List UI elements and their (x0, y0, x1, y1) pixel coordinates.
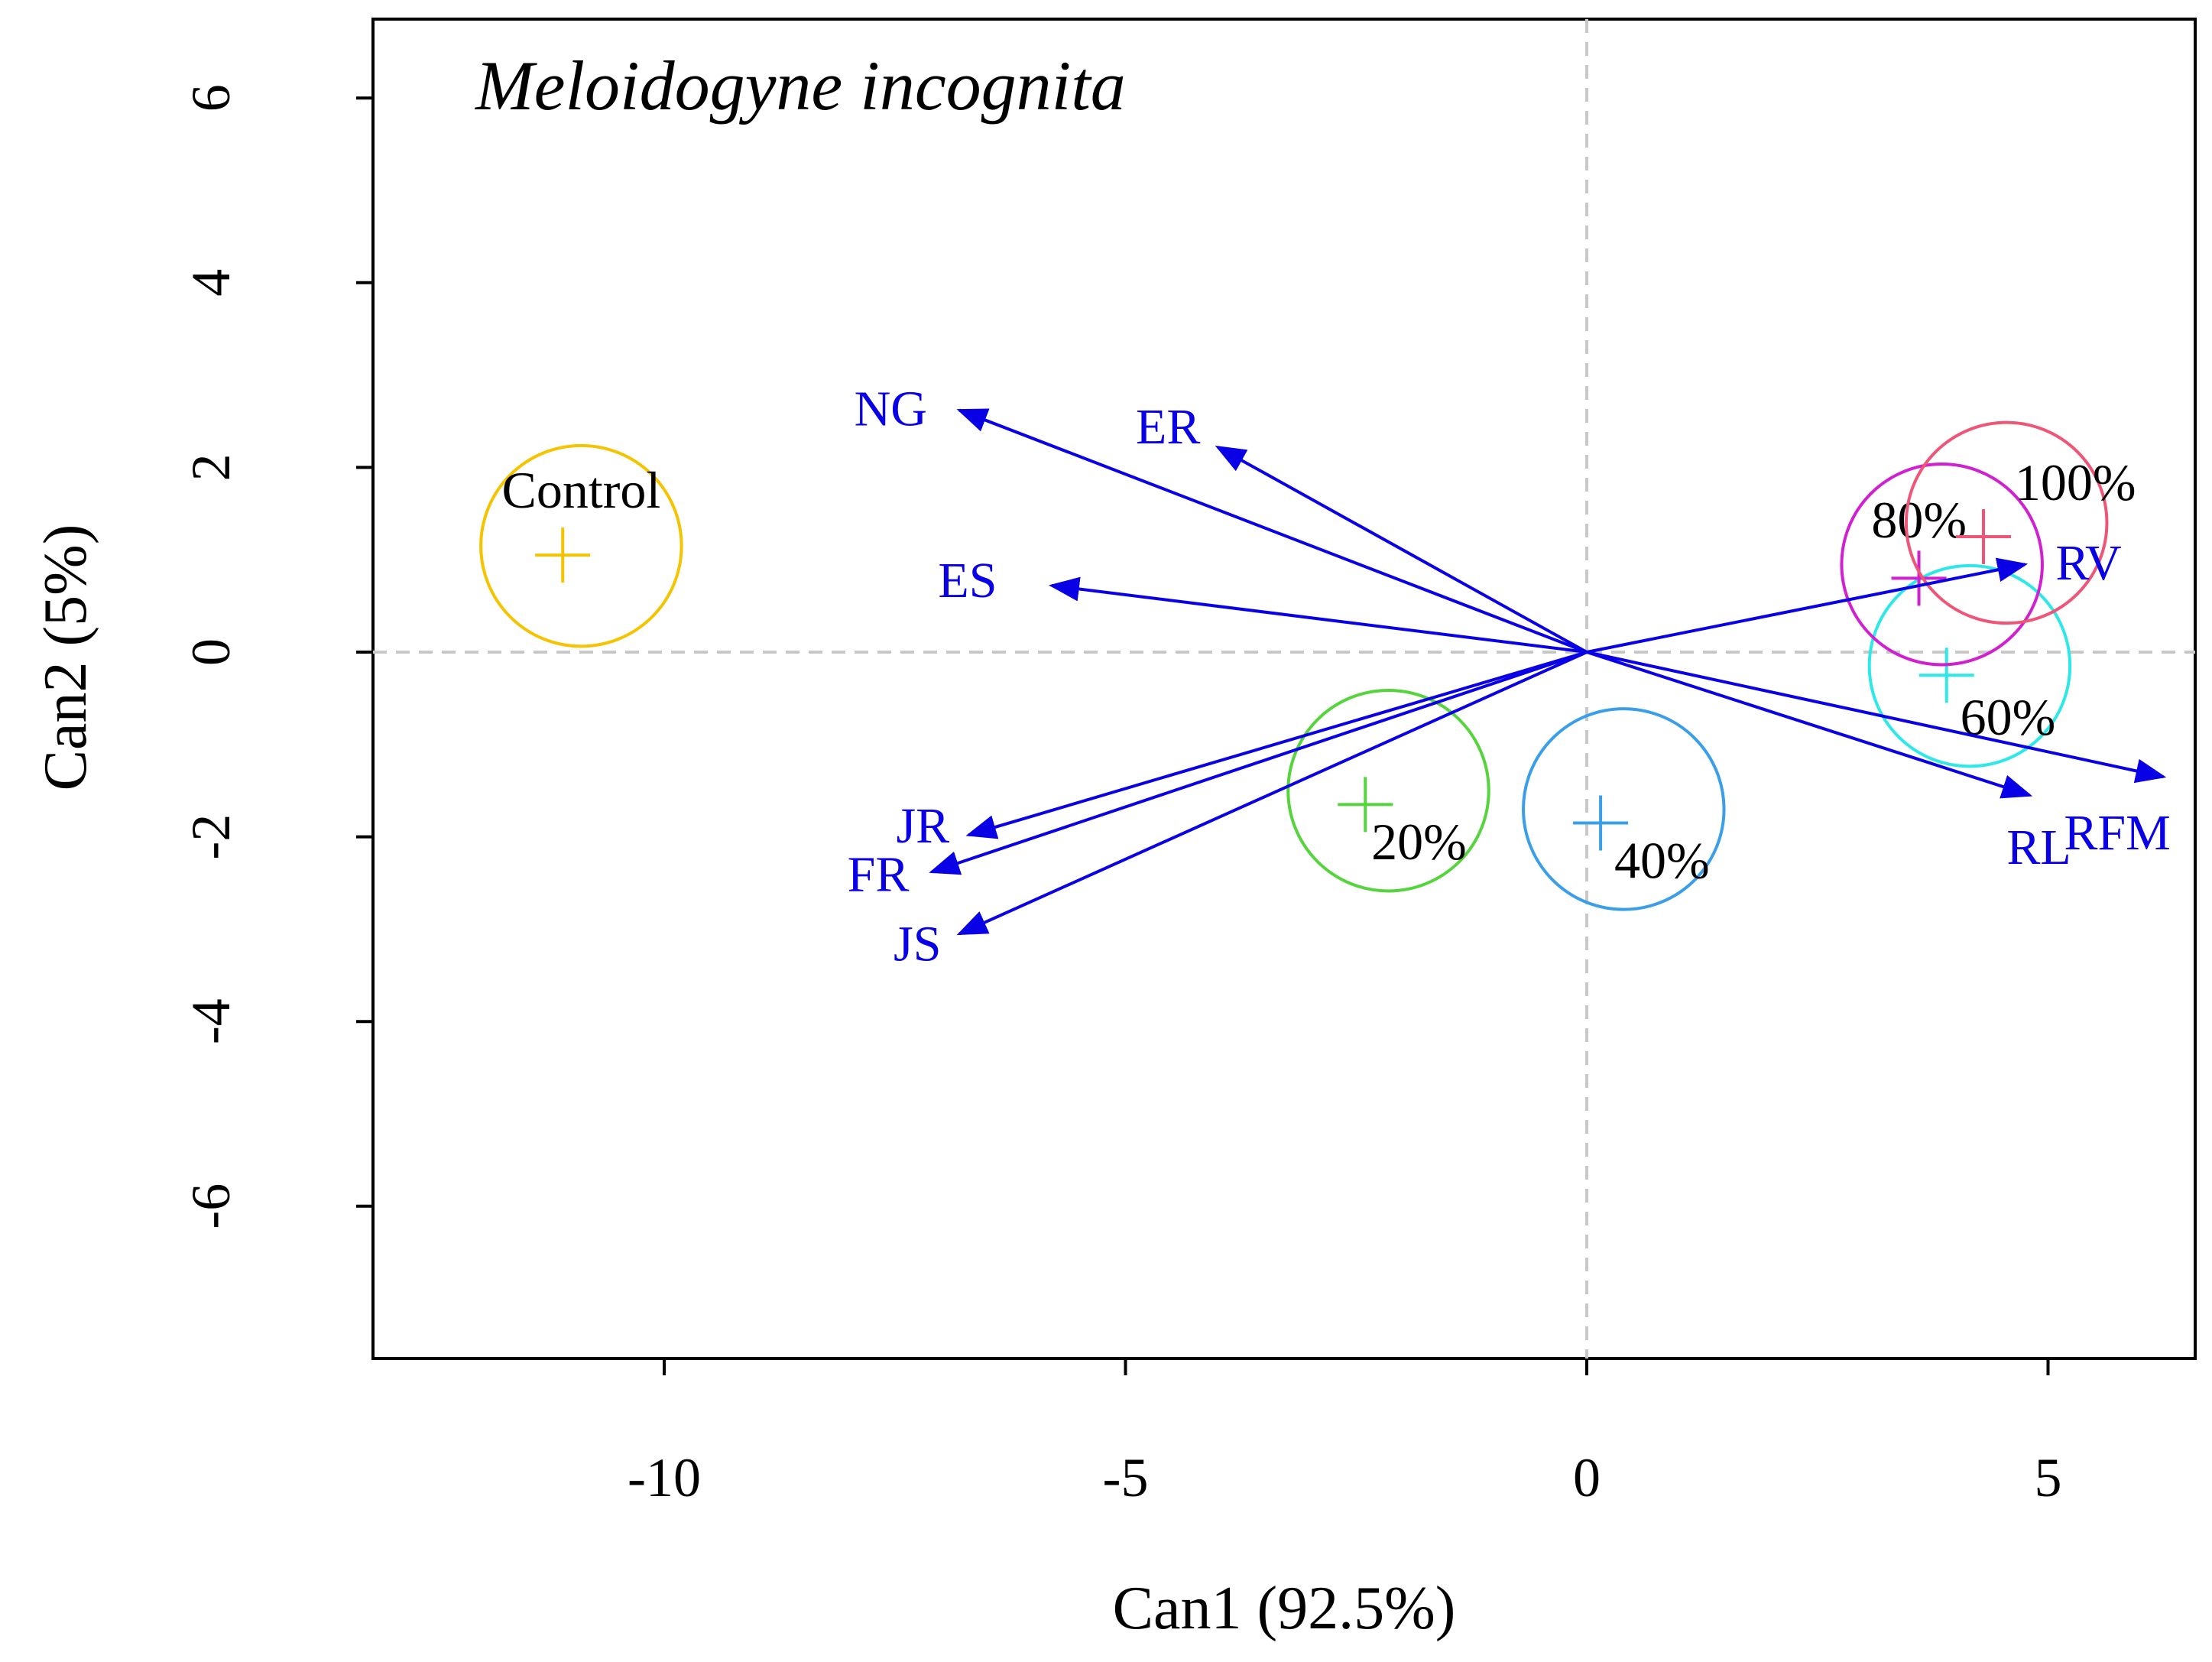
x-axis-title: Can1 (92.5%) (1113, 1575, 1456, 1642)
vector-label: JR (896, 798, 949, 854)
vector-arrow (1215, 445, 1588, 654)
y-tick-label: -2 (180, 814, 242, 860)
vector-label: RL (2006, 820, 2071, 875)
group-ellipse (1904, 420, 2109, 625)
vector-arrow (1586, 651, 2167, 784)
y-tick-label: 6 (180, 84, 242, 112)
plot-frame (371, 18, 2197, 1360)
group-label: 100% (2015, 453, 2136, 511)
y-tick-label: 4 (180, 269, 242, 297)
vector-label: JS (894, 916, 941, 972)
vector-arrow (929, 651, 1588, 875)
plot-title: Meloidogyne incognita (474, 47, 1126, 125)
vector-label: RFM (2064, 805, 2170, 861)
vector-label: NG (855, 381, 927, 437)
vector-arrow (965, 651, 1588, 839)
y-tick-label: 0 (180, 638, 242, 666)
vector-arrow (1586, 557, 2029, 654)
reference-lines (373, 19, 2195, 1358)
x-axis-ticks: -10 -5 0 5 (628, 1358, 2062, 1508)
x-tick-label: 0 (1573, 1447, 1601, 1508)
group-label: 40% (1614, 831, 1710, 889)
group-ellipse (1867, 563, 2072, 768)
vector-arrow (1586, 651, 2033, 799)
y-tick-label: 2 (180, 453, 242, 481)
vector-label: RV (2055, 535, 2121, 591)
x-tick-label: -5 (1103, 1447, 1149, 1508)
group-ellipse (479, 443, 683, 648)
group-ellipse (1522, 707, 1726, 911)
vector-label: ER (1136, 399, 1200, 455)
group-label: 80% (1871, 491, 1967, 549)
x-tick-label: 5 (2035, 1447, 2062, 1508)
vector-label: FR (848, 847, 910, 903)
group-markers: Control 20% 40% 60% 80% 100% (479, 420, 2136, 911)
vector-label: ES (938, 553, 997, 609)
vector-arrow (956, 408, 1588, 654)
group-label: 20% (1371, 813, 1467, 871)
group-ellipse (1840, 462, 2044, 667)
y-tick-label: -6 (180, 1183, 242, 1229)
vector-arrow (956, 651, 1588, 936)
y-axis-ticks: -6 -4 -2 0 2 4 6 (180, 84, 373, 1229)
y-tick-label: -4 (180, 998, 242, 1044)
group-label: Control (501, 461, 660, 519)
group-ellipse (1286, 688, 1490, 893)
vector-arrow (1048, 576, 1588, 654)
x-tick-label: -10 (628, 1447, 701, 1508)
group-label: 60% (1961, 688, 2056, 746)
y-axis-title: Can2 (5%) (32, 524, 99, 791)
